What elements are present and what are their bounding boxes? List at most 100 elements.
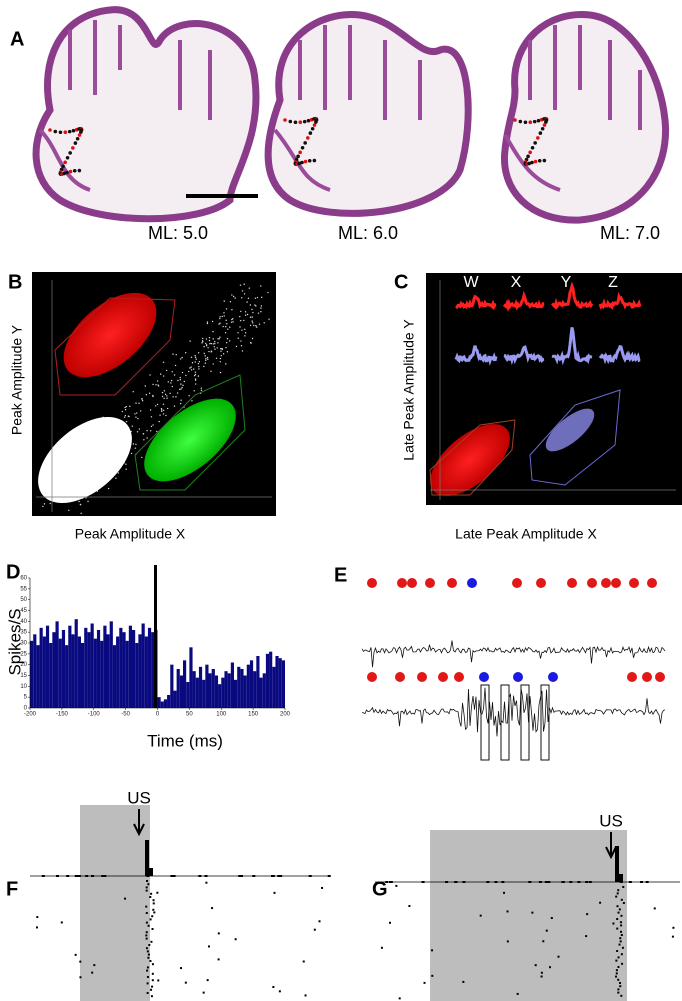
cluster-green [144, 398, 236, 482]
spike [506, 940, 509, 943]
y-tick-label: 50 [20, 597, 27, 603]
point [239, 315, 241, 318]
spike [207, 945, 210, 948]
spike [146, 950, 149, 953]
bar [281, 660, 285, 708]
spike [60, 921, 63, 924]
spike [599, 901, 602, 904]
bar [211, 669, 215, 708]
point [194, 356, 197, 359]
site [298, 150, 302, 155]
point [166, 407, 169, 410]
spike-dot [655, 672, 665, 682]
x-axis-label: Peak Amplitude X [75, 526, 186, 542]
spike [542, 940, 545, 943]
spike [395, 884, 398, 887]
site [528, 120, 533, 125]
point [170, 379, 173, 382]
spike [145, 931, 148, 934]
site [527, 161, 531, 166]
point [204, 355, 206, 357]
spike [217, 932, 220, 935]
spike [156, 891, 159, 894]
spike [145, 886, 148, 889]
point [229, 301, 232, 303]
spike [271, 875, 275, 877]
point [235, 345, 238, 348]
spike [619, 982, 622, 984]
spike [145, 947, 148, 950]
spike-dot [397, 578, 407, 588]
panel-label: F [6, 878, 18, 900]
bar [237, 666, 241, 708]
site [53, 129, 58, 134]
point [220, 350, 222, 352]
bar [52, 632, 56, 708]
bar [103, 625, 107, 708]
point [132, 443, 135, 445]
point [150, 425, 153, 428]
point [142, 433, 145, 435]
point [240, 345, 243, 347]
point [250, 341, 252, 344]
spike [93, 964, 96, 967]
bar [202, 679, 206, 708]
point [158, 420, 160, 423]
point [205, 359, 207, 361]
y-axis-label: Late Peak Amplitude Y [401, 319, 417, 461]
point [230, 321, 233, 324]
spike [531, 911, 534, 914]
site [77, 168, 82, 173]
point [232, 318, 234, 320]
point [210, 342, 212, 345]
spike [617, 991, 620, 994]
spike [545, 929, 548, 932]
site [530, 145, 535, 150]
bar [100, 640, 104, 708]
bar [151, 632, 155, 708]
point [197, 375, 200, 377]
point [160, 408, 163, 410]
cluster-white [38, 416, 132, 504]
point [218, 338, 220, 340]
point [225, 346, 227, 349]
spike [557, 955, 560, 958]
point [68, 509, 70, 512]
point [181, 371, 184, 374]
point [190, 366, 192, 368]
site [307, 159, 312, 163]
x-tick-label: -100 [88, 712, 101, 718]
point [124, 406, 126, 409]
y-axis-label: Peak Amplitude Y [9, 324, 25, 435]
point [149, 374, 151, 376]
spike [620, 898, 623, 901]
spike [547, 881, 551, 883]
site [308, 131, 313, 135]
point [179, 376, 181, 379]
site [532, 119, 537, 124]
x-tick-label: 100 [216, 712, 227, 718]
point [244, 314, 247, 316]
bar [138, 634, 142, 708]
spike [172, 875, 176, 877]
point [206, 321, 209, 323]
panel-a-folds [38, 20, 642, 192]
bar [65, 645, 69, 708]
point [207, 358, 209, 360]
point [205, 357, 207, 360]
bar [141, 623, 145, 708]
spike [516, 992, 519, 995]
spike [74, 953, 77, 956]
point [206, 356, 209, 359]
folium [38, 20, 212, 192]
bar [144, 636, 148, 708]
point [162, 403, 165, 406]
point [164, 393, 167, 396]
bar [167, 695, 171, 708]
point [129, 405, 131, 408]
spike [170, 875, 174, 877]
point [239, 284, 242, 286]
point [182, 384, 184, 387]
site [293, 120, 298, 125]
